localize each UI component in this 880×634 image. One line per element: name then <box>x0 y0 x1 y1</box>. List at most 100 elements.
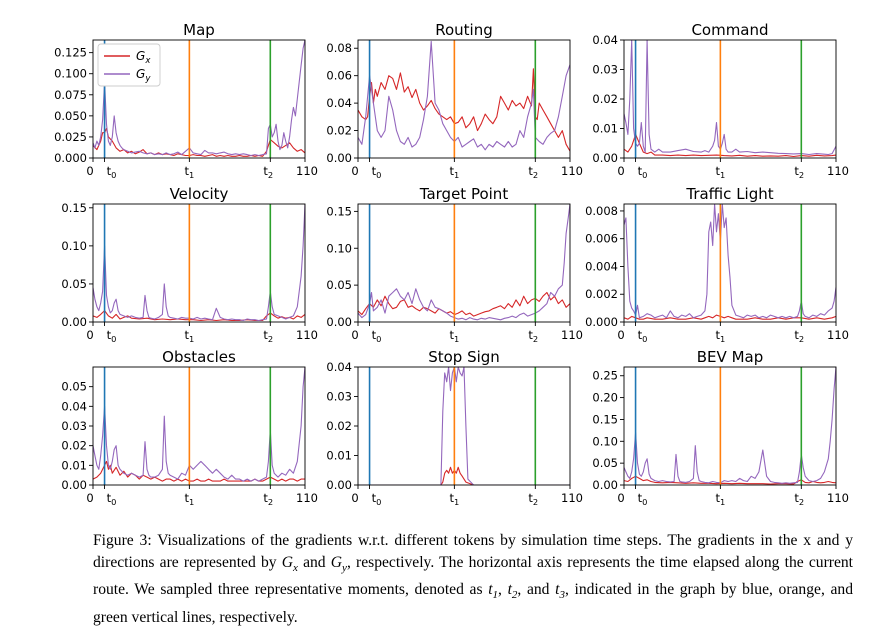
y-tick-label: 0.08 <box>326 41 352 55</box>
x-tick-label: 0 <box>351 328 358 342</box>
x-tick-label: 110 <box>561 164 583 178</box>
x-tick-label: t1 <box>449 164 459 180</box>
subplot-map: Map 0.000 0.025 0.050 0.075 0.100 0.125 0 t0 t1 t2… <box>54 21 318 180</box>
y-tick-label: 0.04 <box>592 33 618 47</box>
series-line-gy <box>624 40 836 156</box>
axes-frame <box>623 203 837 323</box>
axes-frame <box>623 366 837 486</box>
subplot-title: BEV Map <box>697 348 763 366</box>
y-tick-label: 0.00 <box>592 478 618 492</box>
series-line-gy <box>624 367 836 484</box>
subplot-title: Routing <box>435 21 493 39</box>
x-tick-label: 110 <box>296 328 318 342</box>
y-tick-label: 0.008 <box>585 204 618 218</box>
x-tick-label: t0 <box>372 491 382 507</box>
x-tick-label: 0 <box>86 328 93 342</box>
x-tick-label: 110 <box>827 491 849 505</box>
y-tick-label: 0.05 <box>326 278 352 292</box>
series-line-gx <box>358 291 570 317</box>
y-tick-label: 0.05 <box>61 380 87 394</box>
x-tick-label: t1 <box>184 164 194 180</box>
y-tick-label: 0.15 <box>592 412 618 426</box>
x-tick-label: 0 <box>617 328 624 342</box>
x-tick-label: t0 <box>107 164 117 180</box>
y-tick-label: 0.10 <box>61 239 87 253</box>
series-line-gy <box>358 40 570 151</box>
y-tick-label: 0.00 <box>61 478 87 492</box>
y-tick-label: 0.03 <box>592 63 618 77</box>
y-tick-label: 0.02 <box>326 124 352 138</box>
plot-area <box>93 40 305 157</box>
x-tick-label: t0 <box>638 328 648 344</box>
x-tick-label: 110 <box>296 164 318 178</box>
y-tick-label: 0.03 <box>61 419 87 433</box>
y-tick-label: 0.02 <box>592 92 618 106</box>
subplot-stop-sign: Stop Sign 0.00 0.01 0.02 0.03 0.04 0 t0 t1 t2 110 <box>326 348 583 507</box>
x-tick-label: t2 <box>794 164 804 180</box>
x-tick-label: t0 <box>372 164 382 180</box>
subplot-obstacles: Obstacles 0.00 0.01 0.02 0.03 0.04 0.05 0 t0 t1 t2… <box>61 348 318 507</box>
legend-box <box>97 43 161 87</box>
y-tick-label: 0.002 <box>585 287 618 301</box>
x-tick-label: t0 <box>372 328 382 344</box>
x-tick-label: 110 <box>296 491 318 505</box>
series-line-gy <box>93 367 305 482</box>
x-tick-label: t2 <box>794 328 804 344</box>
x-tick-label: 0 <box>617 491 624 505</box>
axes-frame <box>92 203 306 323</box>
y-tick-label: 0.006 <box>585 232 618 246</box>
subplot-title: Map <box>183 21 215 39</box>
y-tick-label: 0.00 <box>326 478 352 492</box>
y-tick-label: 0.125 <box>54 46 87 60</box>
y-tick-label: 0.025 <box>54 130 87 144</box>
legend-label: Gx <box>136 49 151 66</box>
y-tick-label: 0.10 <box>592 434 618 448</box>
y-tick-label: 0.01 <box>592 122 618 136</box>
legend-label: Gy <box>136 67 151 84</box>
y-tick-label: 0.15 <box>326 204 352 218</box>
subplot-title: Target Point <box>419 185 509 203</box>
x-tick-label: t0 <box>638 491 648 507</box>
y-tick-label: 0.075 <box>54 88 87 102</box>
x-tick-label: 0 <box>351 491 358 505</box>
plot-area <box>358 204 570 321</box>
subplot-title: Traffic Light <box>685 185 773 203</box>
subplot-routing: Routing 0.00 0.02 0.04 0.06 0.08 0 t0 t1 t2 110 <box>326 21 583 180</box>
series-line-gx <box>93 127 305 157</box>
x-tick-label: t2 <box>263 491 273 507</box>
y-tick-label: 0.00 <box>326 315 352 329</box>
x-tick-label: 0 <box>86 164 93 178</box>
plot-area <box>624 367 836 485</box>
plot-area <box>93 204 305 322</box>
x-tick-label: t1 <box>715 491 725 507</box>
y-tick-label: 0.01 <box>61 458 87 472</box>
caption-label: Figure 3: <box>93 532 158 549</box>
series-line-gy <box>93 40 305 157</box>
y-tick-label: 0.10 <box>326 241 352 255</box>
x-tick-label: 110 <box>561 491 583 505</box>
x-tick-label: t2 <box>528 328 538 344</box>
x-tick-label: 110 <box>827 164 849 178</box>
x-tick-label: t0 <box>107 491 117 507</box>
x-tick-label: t2 <box>528 164 538 180</box>
x-tick-label: t1 <box>449 328 459 344</box>
series-line-gy <box>93 204 305 322</box>
y-tick-label: 0.15 <box>61 201 87 215</box>
y-tick-label: 0.03 <box>326 390 352 404</box>
subplot-target-point: Target Point 0.00 0.05 0.10 0.15 0 t0 t1 t2 110 <box>326 185 583 344</box>
caption-text: Visualizations of the gradients w.r.t. d… <box>93 532 854 626</box>
plot-area <box>624 40 836 158</box>
y-tick-label: 0.04 <box>326 96 352 110</box>
series-line-gy <box>358 367 570 485</box>
y-tick-label: 0.00 <box>61 315 87 329</box>
y-tick-label: 0.06 <box>326 69 352 83</box>
y-tick-label: 0.01 <box>326 449 352 463</box>
plot-area <box>358 40 570 152</box>
x-tick-label: t0 <box>107 328 117 344</box>
y-tick-label: 0.04 <box>61 399 87 413</box>
plot-area <box>93 367 305 482</box>
y-tick-label: 0.05 <box>61 277 87 291</box>
subplot-velocity: Velocity 0.00 0.05 0.10 0.15 0 t0 t1 t2 110 <box>61 185 318 344</box>
